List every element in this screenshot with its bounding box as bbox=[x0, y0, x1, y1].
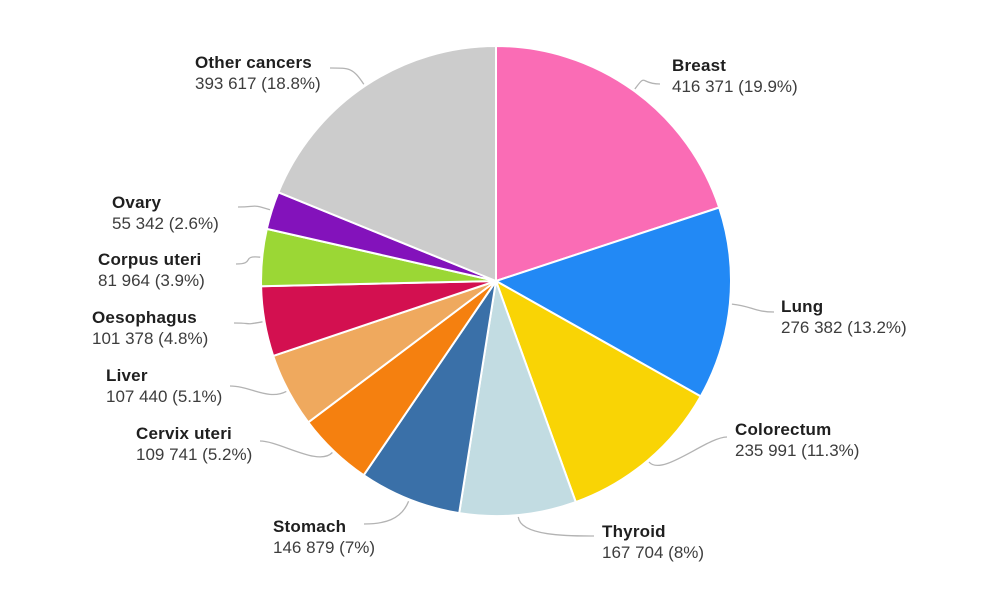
pie-slice-stomach[interactable] bbox=[362, 280, 497, 515]
pie-slice-breast[interactable] bbox=[495, 45, 721, 282]
leader-line-oesophagus bbox=[233, 321, 263, 325]
pie-slice-thyroid[interactable] bbox=[458, 280, 577, 518]
leader-line-thyroid bbox=[517, 516, 595, 537]
leader-line-other-cancers bbox=[329, 67, 365, 85]
leader-line-cervix-uteri bbox=[259, 440, 333, 458]
leader-line-corpus-uteri bbox=[235, 256, 261, 265]
leader-line-breast bbox=[634, 79, 661, 90]
leader-line-stomach bbox=[363, 501, 410, 525]
pie-slice-colorectum[interactable] bbox=[495, 280, 702, 504]
leader-line-colorectum bbox=[648, 436, 728, 467]
pie-slice-lung[interactable] bbox=[495, 206, 732, 398]
leader-line-lung bbox=[731, 303, 775, 313]
pie-slice-other-cancers[interactable] bbox=[277, 45, 497, 282]
leader-line-liver bbox=[229, 385, 287, 396]
leader-line-ovary bbox=[237, 205, 271, 211]
